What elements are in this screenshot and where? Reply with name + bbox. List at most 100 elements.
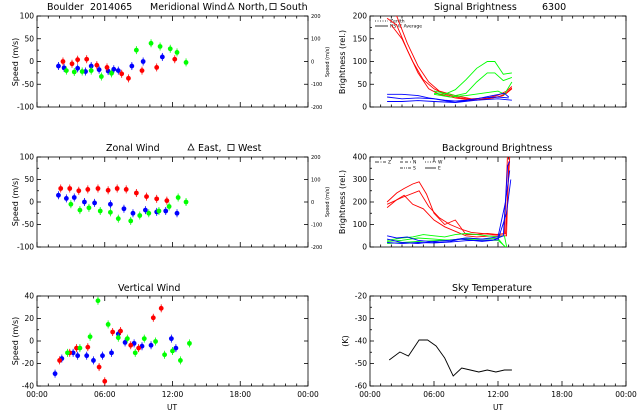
y-tick-label: 0 (362, 243, 367, 252)
data-point (115, 335, 121, 341)
chart-title: Background Brightness (442, 143, 552, 154)
triangle-legend-icon (187, 143, 195, 151)
data-point (132, 350, 138, 356)
data-point (146, 210, 152, 216)
y-tick-label: -40 (355, 337, 367, 346)
right-tick-label: 100 (311, 177, 321, 183)
legend-label: NSVE Average (390, 24, 422, 30)
right-tick-label: 100 (311, 37, 321, 43)
data-point (174, 210, 180, 216)
data-point (96, 67, 102, 73)
data-point (167, 46, 173, 52)
y-tick-label: 0 (29, 57, 34, 66)
plot-frame (36, 295, 309, 387)
data-point (153, 339, 158, 344)
data-point (88, 63, 94, 69)
triangle-legend-icon (227, 2, 235, 10)
square-legend-icon (227, 144, 235, 151)
data-point (76, 188, 82, 194)
data-point (130, 210, 136, 216)
data-point (187, 340, 192, 346)
data-point (74, 345, 79, 351)
y-tick-label: 100 (353, 57, 368, 66)
series-line (386, 170, 511, 245)
data-point (123, 187, 129, 192)
right-tick-label: -200 (311, 245, 322, 251)
data-point (68, 201, 74, 207)
legend-label: North, (238, 2, 268, 13)
data-point (95, 298, 101, 304)
station-name: Boulder (47, 2, 84, 13)
data-point (102, 378, 108, 384)
series-line (387, 179, 512, 245)
data-point (75, 57, 81, 63)
data-point (86, 205, 92, 211)
data-point (100, 353, 105, 359)
x-tick-label: 12:00 (162, 390, 184, 399)
data-point (52, 371, 58, 377)
data-point (172, 56, 178, 62)
data-point (157, 44, 163, 49)
y-tick-label: -20 (355, 292, 367, 301)
data-point (63, 68, 69, 73)
data-point (163, 208, 169, 214)
data-point (158, 305, 164, 311)
data-point (109, 70, 114, 76)
data-point (144, 194, 149, 200)
x-axis-label: UT (167, 403, 177, 412)
sky-temperature-panel: Sky Temperature (K) UT -20-30-40-50-6000… (341, 283, 637, 412)
data-point (115, 216, 121, 222)
data-point (88, 68, 94, 73)
series-line (388, 339, 512, 377)
data-point (114, 186, 120, 191)
wavelength-label: 6300 (542, 2, 566, 13)
chart-title: Sky Temperature (452, 283, 532, 294)
y-tick-label: 0 (29, 337, 34, 346)
data-point (137, 213, 143, 218)
x-tick-label: 12:00 (487, 390, 509, 399)
data-point (170, 348, 175, 354)
legend-label: South (280, 2, 308, 13)
meridional-wind-panel: Boulder 2014065 Meridional Wind North, S… (11, 2, 331, 112)
data-point (75, 353, 81, 359)
chart-title: Meridional Wind (150, 2, 226, 13)
chart-title: Vertical Wind (118, 283, 180, 294)
y-axis-label: Brightness (rel.) (338, 170, 347, 234)
data-point (164, 198, 170, 204)
x-tick-label: 00:00 (615, 390, 637, 399)
plot-frame (369, 156, 627, 248)
right-axis-label: Speed (m/s) (325, 47, 331, 77)
y-axis-label: Brightness (rel.) (338, 30, 347, 94)
data-point (150, 315, 156, 321)
y-tick-label: 50 (24, 175, 34, 184)
series-line (386, 17, 513, 101)
data-point (60, 59, 66, 64)
data-point (111, 66, 117, 72)
x-tick-label: 06:00 (94, 390, 116, 399)
series-line (386, 157, 508, 236)
right-tick-label: -100 (311, 222, 322, 228)
y-tick-label: -100 (17, 243, 34, 252)
series-line (433, 72, 513, 97)
vertical-wind-panel: Vertical Wind Speed (m/s) UT 40 20 0 -20 -40… (11, 283, 319, 412)
y-tick-label: 0 (362, 103, 367, 112)
data-point (84, 353, 90, 359)
legend-label: E (438, 166, 441, 172)
data-point (174, 50, 180, 55)
legend-label: N (413, 160, 416, 166)
data-point (129, 63, 135, 69)
series-line (387, 96, 509, 102)
legend-label: S (413, 166, 416, 172)
data-point (96, 364, 102, 370)
data-point (56, 192, 61, 198)
legend-label: W (438, 160, 443, 166)
y-tick-label: 400 (353, 153, 368, 162)
data-point (105, 187, 111, 193)
data-point (168, 336, 174, 342)
data-point (128, 218, 134, 224)
data-point (136, 345, 142, 351)
data-point (69, 61, 75, 67)
y-tick-label: 150 (353, 34, 368, 43)
series-line (386, 161, 510, 238)
